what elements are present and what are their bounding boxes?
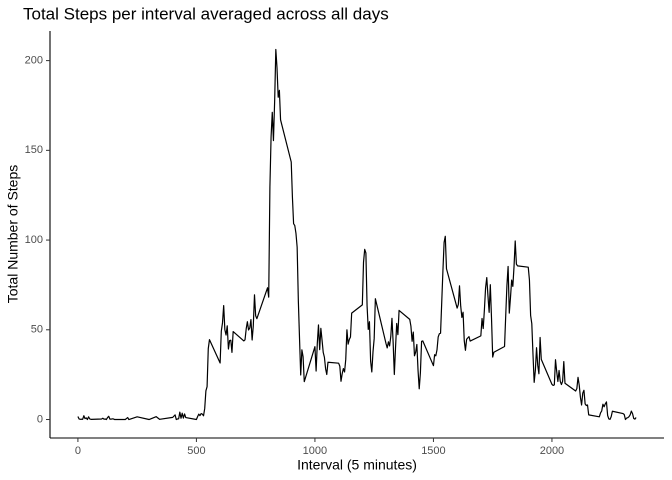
y-axis-label: Total Number of Steps — [5, 165, 21, 304]
y-tick-label: 100 — [25, 234, 43, 246]
x-axis-label: Interval (5 minutes) — [297, 457, 417, 473]
x-tick-label: 1000 — [303, 445, 327, 457]
x-tick-label: 500 — [187, 445, 205, 457]
x-tick-label: 1500 — [421, 445, 445, 457]
x-tick-label: 2000 — [540, 445, 564, 457]
y-tick-label: 150 — [25, 144, 43, 156]
chart-title: Total Steps per interval averaged across… — [23, 4, 389, 23]
line — [77, 48, 637, 421]
x-tick-label: 0 — [75, 445, 81, 457]
y-tick-label: 0 — [37, 413, 43, 425]
y-tick-label: 50 — [31, 324, 43, 336]
y-tick-label: 200 — [25, 55, 43, 67]
